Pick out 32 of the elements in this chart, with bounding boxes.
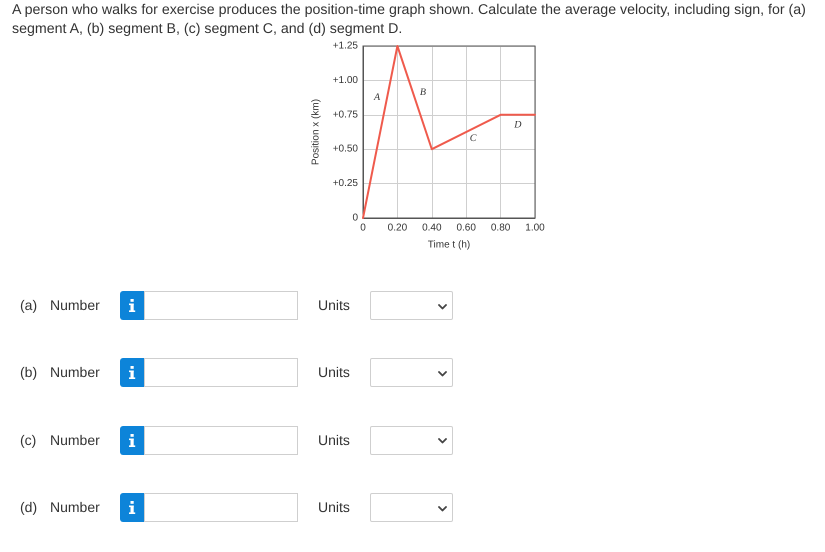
y-tick-label: +1.00 <box>332 74 358 86</box>
text: Number <box>50 297 100 314</box>
text: (c) <box>20 432 36 449</box>
y-tick-label: +1.25 <box>332 40 358 52</box>
annotation: B <box>420 86 426 98</box>
y-tick-label: +0.75 <box>332 109 358 120</box>
x-tick-label: 0.20 <box>388 222 408 234</box>
x-tick-label: 0 <box>360 222 366 234</box>
x-axis-title: Time t (h) <box>428 240 470 250</box>
chart-title: A person who walks for exercise produces the position-time graph shown. Calculate the average velocity, including sign, for (a) segment A, (b) segment B, (c) segment C, and (d) segment D. <box>12 1 807 39</box>
y-tick-label: +0.25 <box>332 178 358 190</box>
y-tick-label: 0 <box>352 212 358 224</box>
text: Units <box>318 364 350 382</box>
annotation: D <box>513 119 522 130</box>
x-tick-label: 0.80 <box>490 222 511 234</box>
x-tick-label: 1.00 <box>525 222 546 234</box>
x-tick-label: 0.40 <box>422 222 442 234</box>
text: (a) <box>20 297 38 314</box>
text: (d) <box>20 499 38 516</box>
text: Units <box>318 499 350 516</box>
text: Number <box>50 499 100 516</box>
text: Units <box>318 432 350 449</box>
x-tick-label: 0.60 <box>456 222 476 234</box>
text: Number <box>50 432 100 449</box>
y-tick-label: +0.50 <box>332 144 358 155</box>
line-series <box>362 45 536 219</box>
annotation: A <box>372 92 381 104</box>
text: Number <box>50 364 100 382</box>
text: Units <box>318 297 350 314</box>
text: (b) <box>20 364 38 382</box>
y-axis-title: Position x (km) <box>310 98 322 166</box>
annotation: C <box>470 133 477 144</box>
